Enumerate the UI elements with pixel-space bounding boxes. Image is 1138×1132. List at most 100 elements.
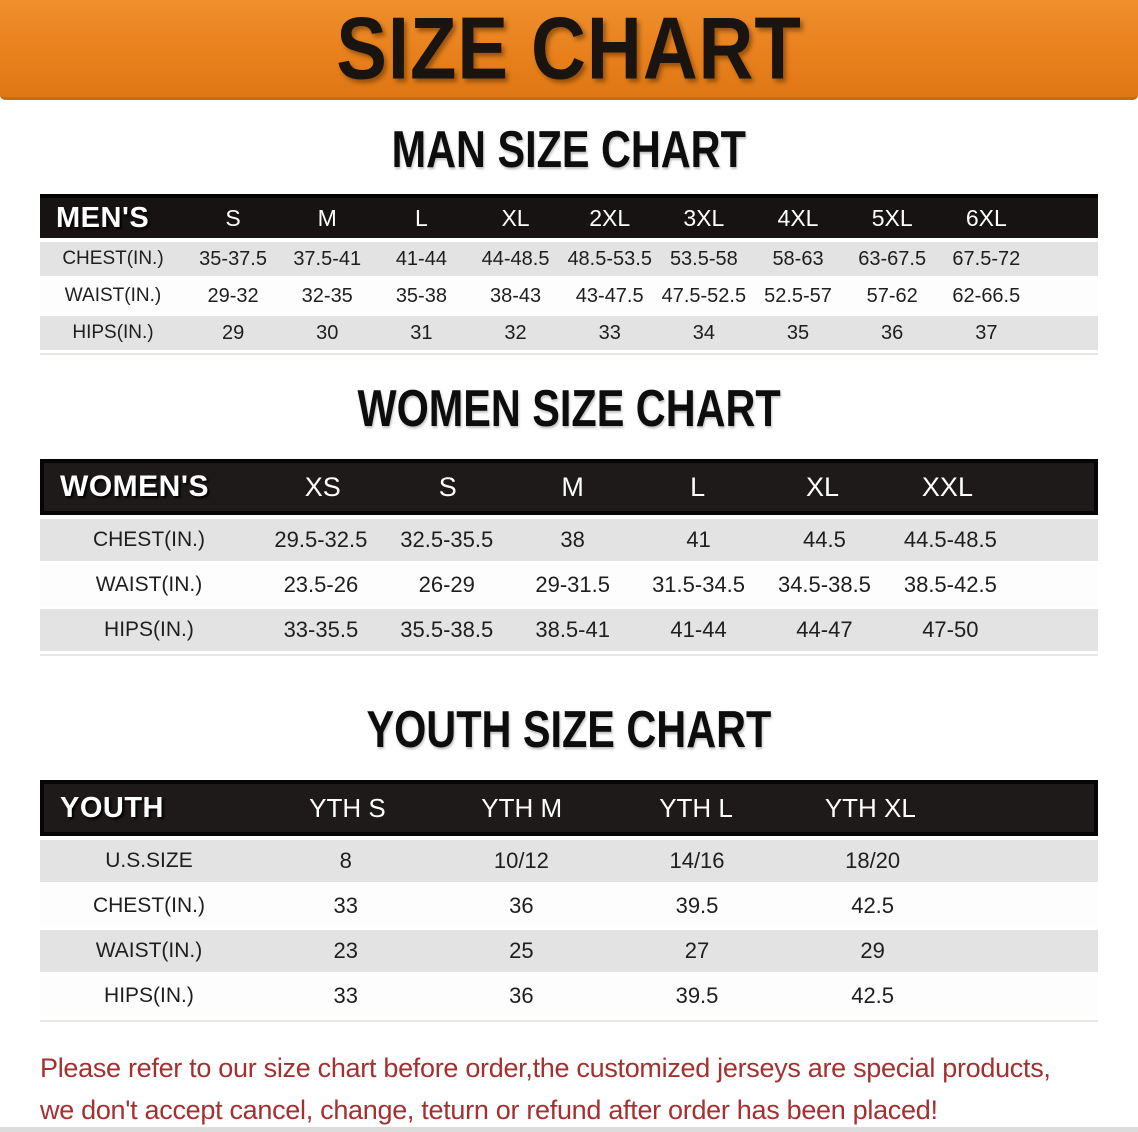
table-row: U.S.SIZE 8 10/12 14/16 18/20 bbox=[40, 840, 1098, 882]
size-value-cell: 33 bbox=[598, 321, 621, 344]
size-value-cell: 29-32 bbox=[207, 284, 259, 307]
size-value-cell: 53.5-58 bbox=[669, 247, 738, 270]
youth-size-chart-heading-text: YOUTH SIZE CHART bbox=[366, 699, 772, 759]
youth-size-table: YOUTH YTH S YTH M YTH L YTH XL U.S.SIZE 8 10/12… bbox=[40, 780, 1098, 1022]
women-size-table: WOMEN'S XS S M L XL XXL CHEST(IN.) 29.5-32.5 32.5… bbox=[40, 459, 1098, 656]
size-column-header: L bbox=[414, 204, 428, 231]
size-value-cell: 14/16 bbox=[669, 848, 725, 873]
size-value-cell: 36 bbox=[509, 893, 534, 918]
size-value-cell: 38.5-42.5 bbox=[903, 572, 997, 597]
women-size-chart-heading-text: WOMEN SIZE CHART bbox=[357, 378, 781, 438]
size-value-cell: 47.5-52.5 bbox=[661, 284, 747, 307]
size-column-header: YTH L bbox=[659, 792, 733, 823]
size-value-cell: 52.5-57 bbox=[764, 284, 832, 307]
size-value-cell: 18/20 bbox=[845, 848, 901, 873]
size-value-cell: 23 bbox=[333, 938, 358, 963]
size-column-header: M bbox=[561, 471, 584, 502]
row-label: HIPS(IN.) bbox=[104, 984, 194, 1007]
size-value-cell: 41-44 bbox=[670, 617, 727, 642]
size-column-header: S bbox=[225, 204, 241, 231]
size-value-cell: 67.5-72 bbox=[952, 247, 1021, 270]
table-row: WAIST(IN.) 23 25 27 29 bbox=[40, 930, 1098, 972]
size-column-header: YTH XL bbox=[824, 792, 916, 823]
size-value-cell: 26-29 bbox=[418, 572, 475, 597]
men-size-table: MEN'S S M L XL 2XL 3XL 4XL 5XL 6XL CHEST(IN.) 35-37… bbox=[40, 194, 1098, 355]
row-label: CHEST(IN.) bbox=[92, 894, 205, 917]
bottom-divider bbox=[0, 1127, 1138, 1132]
size-chart-banner: SIZE CHART bbox=[0, 0, 1138, 100]
size-column-header: XXL bbox=[921, 471, 973, 502]
size-value-cell: 35.5-38.5 bbox=[400, 617, 494, 642]
size-value-cell: 35-37.5 bbox=[199, 247, 267, 270]
size-value-cell: 10/12 bbox=[493, 848, 549, 873]
table-row: HIPS(IN.) 33-35.5 35.5-38.5 38.5-41 41-44 44-… bbox=[40, 609, 1098, 651]
size-value-cell: 37 bbox=[975, 321, 998, 344]
row-label: HIPS(IN.) bbox=[104, 618, 194, 641]
size-value-cell: 23.5-26 bbox=[283, 572, 359, 597]
size-column-header: 5XL bbox=[871, 204, 913, 231]
size-value-cell: 32 bbox=[504, 321, 527, 344]
table-group-label: WOMEN'S bbox=[60, 470, 209, 503]
size-value-cell: 63-67.5 bbox=[858, 247, 927, 270]
table-row: WAIST(IN.) 29-32 32-35 35-38 38-43 43-47.5 47.… bbox=[40, 279, 1098, 313]
size-value-cell: 29 bbox=[221, 321, 245, 344]
table-row: HIPS(IN.) 33 36 39.5 42.5 bbox=[40, 975, 1098, 1017]
size-value-cell: 41 bbox=[686, 527, 711, 552]
size-value-cell: 33 bbox=[333, 893, 358, 918]
size-value-cell: 58-63 bbox=[772, 247, 824, 270]
size-value-cell: 33 bbox=[333, 983, 358, 1008]
size-value-cell: 31 bbox=[410, 321, 433, 344]
size-value-cell: 29.5-32.5 bbox=[274, 527, 368, 552]
size-value-cell: 47-50 bbox=[922, 617, 979, 642]
size-value-cell: 39.5 bbox=[675, 983, 719, 1008]
size-value-cell: 31.5-34.5 bbox=[652, 572, 746, 597]
size-value-cell: 34.5-38.5 bbox=[777, 572, 871, 597]
size-value-cell: 36 bbox=[509, 983, 534, 1008]
size-column-header: 6XL bbox=[965, 204, 1007, 231]
row-label: HIPS(IN.) bbox=[72, 322, 154, 343]
size-value-cell: 44-47 bbox=[796, 617, 853, 642]
size-value-cell: 42.5 bbox=[851, 983, 895, 1008]
row-label: WAIST(IN.) bbox=[64, 285, 162, 306]
row-label: WAIST(IN.) bbox=[95, 939, 203, 962]
size-column-header: M bbox=[317, 204, 337, 231]
table-group-label: YOUTH bbox=[60, 791, 164, 824]
size-column-header: YTH S bbox=[309, 792, 386, 823]
size-value-cell: 36 bbox=[881, 321, 904, 344]
size-column-header: L bbox=[690, 471, 706, 502]
man-size-chart-heading: MAN SIZE CHART bbox=[0, 123, 1138, 175]
row-label: WAIST(IN.) bbox=[95, 573, 203, 596]
size-column-header: XS bbox=[304, 471, 341, 502]
size-value-cell: 32.5-35.5 bbox=[400, 527, 494, 552]
size-column-header: 4XL bbox=[777, 204, 819, 231]
size-value-cell: 44.5 bbox=[803, 527, 846, 552]
footer-note-line1: Please refer to our size chart before or… bbox=[40, 1053, 1051, 1083]
youth-table-header-row: YOUTH YTH S YTH M YTH L YTH XL bbox=[40, 780, 1098, 836]
size-value-cell: 35 bbox=[786, 321, 810, 344]
table-row: WAIST(IN.) 23.5-26 26-29 29-31.5 31.5-34.5 34… bbox=[40, 564, 1098, 606]
size-value-cell: 43-47.5 bbox=[575, 284, 644, 307]
size-column-header: YTH M bbox=[481, 792, 563, 823]
table-row: HIPS(IN.) 29 30 31 32 33 34 35 36 37 bbox=[40, 316, 1098, 350]
size-value-cell: 29 bbox=[860, 938, 885, 963]
size-value-cell: 41-44 bbox=[395, 247, 447, 270]
size-value-cell: 30 bbox=[316, 321, 339, 344]
size-value-cell: 42.5 bbox=[851, 893, 895, 918]
row-label: U.S.SIZE bbox=[105, 849, 193, 872]
size-value-cell: 27 bbox=[684, 938, 710, 963]
size-column-header: 2XL bbox=[589, 204, 631, 231]
youth-size-chart-heading: YOUTH SIZE CHART bbox=[0, 699, 1138, 759]
footer-note: Please refer to our size chart before or… bbox=[40, 1048, 1100, 1132]
size-column-header: S bbox=[438, 471, 457, 502]
size-column-header: XL bbox=[806, 471, 840, 502]
size-value-cell: 44.5-48.5 bbox=[903, 527, 997, 552]
women-size-chart-heading: WOMEN SIZE CHART bbox=[0, 378, 1138, 438]
size-value-cell: 44-48.5 bbox=[481, 247, 550, 270]
size-column-header: XL bbox=[501, 204, 530, 231]
size-value-cell: 37.5-41 bbox=[293, 247, 362, 270]
size-value-cell: 48.5-53.5 bbox=[567, 247, 652, 270]
size-value-cell: 34 bbox=[692, 321, 715, 344]
size-value-cell: 29-31.5 bbox=[535, 572, 610, 597]
size-column-header: 3XL bbox=[683, 204, 725, 231]
size-value-cell: 62-66.5 bbox=[952, 284, 1021, 307]
